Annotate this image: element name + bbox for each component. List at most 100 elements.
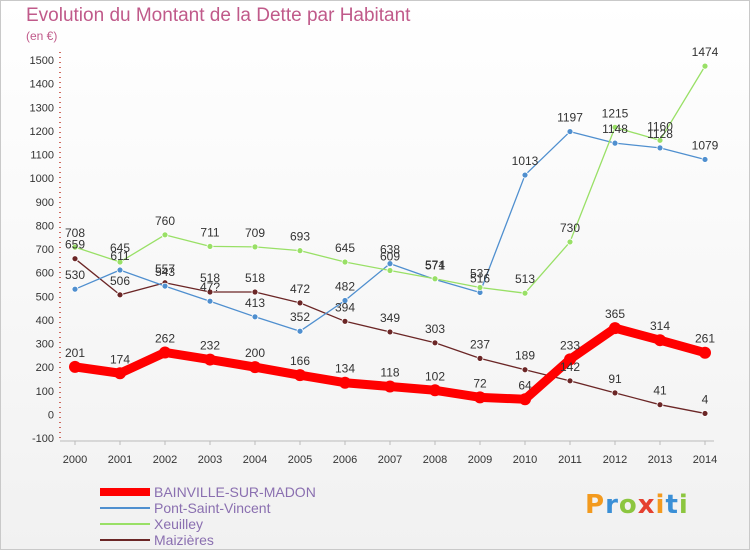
- data-point: [519, 393, 531, 406]
- legend-swatch: [100, 523, 150, 525]
- data-label: 482: [335, 280, 355, 294]
- data-label: 472: [290, 282, 310, 296]
- y-tick-label: 1500: [30, 55, 54, 67]
- y-tick-label: 100: [36, 386, 54, 398]
- data-point: [701, 410, 709, 417]
- data-point: [429, 384, 441, 397]
- data-label: 118: [380, 365, 399, 379]
- data-label: 571: [425, 258, 445, 272]
- data-label: 518: [245, 271, 265, 285]
- data-label: 518: [200, 271, 220, 285]
- data-point: [474, 391, 486, 404]
- data-point: [71, 255, 79, 263]
- data-label: 262: [155, 331, 175, 345]
- data-label: 189: [515, 349, 535, 363]
- data-point: [116, 266, 124, 274]
- data-label: 134: [335, 362, 355, 376]
- data-point: [386, 260, 394, 268]
- data-point: [116, 258, 124, 266]
- x-tick-label: 2008: [423, 454, 447, 466]
- y-tick-label: 400: [36, 315, 54, 327]
- data-point: [656, 401, 664, 409]
- y-tick-label: -100: [32, 433, 54, 445]
- data-label: 709: [245, 226, 265, 240]
- data-label: 4: [702, 392, 709, 406]
- data-point: [386, 328, 394, 336]
- x-tick-label: 2014: [693, 454, 717, 466]
- data-point: [656, 136, 664, 144]
- data-label: 760: [155, 214, 175, 228]
- data-point: [71, 285, 79, 293]
- data-label: 730: [560, 221, 580, 235]
- data-point: [69, 360, 81, 373]
- unit-label: (en €): [26, 29, 58, 43]
- chart-title: Evolution du Montant de la Dette par Hab…: [26, 5, 411, 26]
- data-point: [431, 339, 439, 347]
- data-label: 349: [380, 311, 400, 325]
- data-point: [296, 247, 304, 255]
- data-point: [161, 282, 169, 290]
- data-label: 72: [473, 376, 487, 390]
- y-tick-label: 1400: [30, 79, 54, 91]
- data-label: 47?: [200, 280, 220, 294]
- data-point: [206, 243, 214, 250]
- y-tick-label: 1300: [30, 102, 54, 114]
- data-point: [566, 377, 574, 385]
- data-label: 413: [245, 296, 265, 310]
- data-label: 693: [290, 230, 310, 244]
- data-label: 200: [245, 346, 265, 360]
- x-tick-label: 2007: [378, 454, 402, 466]
- data-point: [339, 376, 351, 389]
- data-point: [251, 313, 259, 321]
- data-point: [386, 267, 394, 274]
- data-label: 530: [65, 268, 85, 282]
- data-label: 201: [65, 346, 85, 360]
- y-tick-label: 600: [36, 268, 54, 280]
- data-label: 41: [653, 384, 667, 398]
- x-tick-label: 2003: [198, 454, 222, 466]
- y-tick-label: 500: [36, 291, 54, 303]
- data-label: 638: [380, 243, 400, 257]
- y-tick-label: 900: [36, 197, 54, 209]
- legend-label: BAINVILLE-SUR-MADON: [154, 484, 316, 500]
- data-label: 1013: [512, 154, 539, 168]
- data-point: [296, 327, 304, 335]
- data-point: [521, 366, 529, 374]
- data-label: 1160: [647, 119, 673, 133]
- data-point: [341, 297, 349, 304]
- data-label: 1079: [692, 138, 719, 152]
- data-point: [699, 346, 711, 359]
- data-label: 142: [560, 360, 580, 374]
- data-point: [384, 380, 396, 393]
- data-label: 64: [518, 378, 532, 392]
- data-label: 645: [110, 241, 130, 255]
- legend-label: Maizières: [154, 532, 214, 548]
- y-tick-label: 0: [48, 409, 54, 421]
- data-label: 91: [608, 372, 622, 386]
- x-tick-label: 2013: [648, 454, 672, 466]
- x-tick-label: 2002: [153, 454, 177, 466]
- data-label: 1197: [557, 111, 583, 125]
- data-point: [341, 258, 349, 266]
- legend-swatch: [100, 507, 150, 509]
- x-tick-label: 2004: [243, 454, 267, 466]
- data-label: 1474: [692, 45, 719, 59]
- y-tick-label: 800: [36, 220, 54, 232]
- data-point: [566, 128, 574, 135]
- data-point: [609, 322, 621, 335]
- x-tick-label: 2001: [108, 454, 132, 466]
- data-label: 659: [65, 238, 85, 252]
- data-point: [431, 275, 439, 283]
- data-label: 1215: [602, 106, 629, 120]
- y-tick-label: 1000: [30, 173, 54, 185]
- data-label: 537: [470, 267, 490, 281]
- x-tick-label: 2010: [513, 454, 537, 466]
- data-label: 516: [470, 271, 490, 285]
- data-point: [251, 243, 259, 251]
- proxiti-logo: Proxiti: [585, 490, 689, 520]
- data-point: [701, 62, 709, 70]
- x-tick-label: 2000: [63, 454, 87, 466]
- data-point: [71, 243, 79, 251]
- data-label: 543: [155, 265, 175, 279]
